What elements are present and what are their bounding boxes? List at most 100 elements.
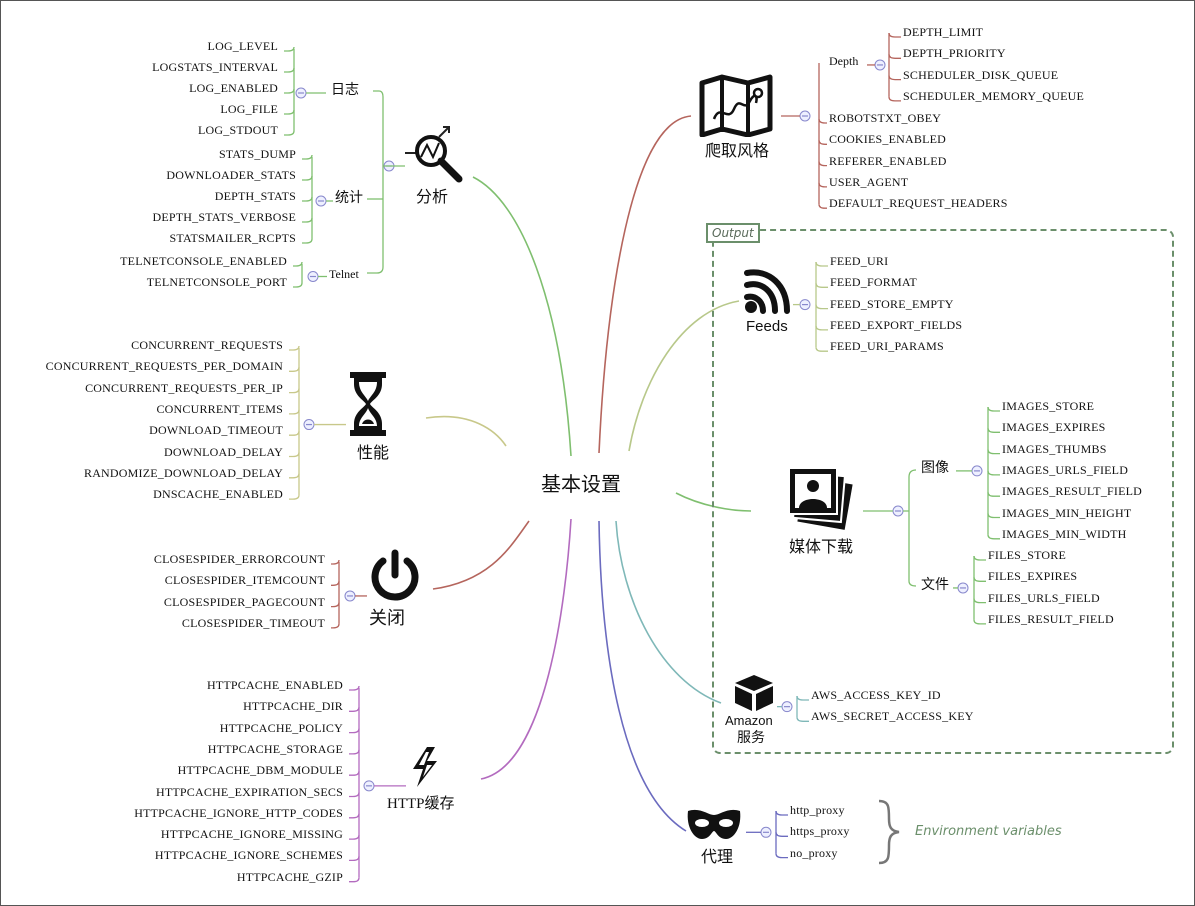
log-leaf-connector	[284, 109, 295, 115]
rss-icon	[741, 267, 791, 322]
stats-leaf-connector	[302, 175, 313, 181]
crawl-leaf-connector	[818, 118, 827, 124]
files-group-label: 文件	[921, 578, 949, 593]
curly-brace-icon	[873, 799, 903, 870]
media-title: 媒体下载	[789, 539, 854, 556]
httpcache-leaf-item: HTTPCACHE_GZIP	[236, 869, 343, 884]
depth-leaf-connector	[888, 75, 901, 81]
stats-leaf-item: DOWNLOADER_STATS	[166, 168, 296, 182]
crawl-branch	[598, 115, 692, 454]
performance-leaf-item: DOWNLOAD_DELAY	[163, 444, 283, 459]
log-leaf-item: LOG_LEVEL	[207, 39, 278, 53]
depth-leaf-connector	[888, 54, 901, 59]
telnet-group-label: Telnet	[329, 267, 359, 281]
proxy-collapse-toggle[interactable]	[760, 826, 772, 838]
proxy-leaf-connector	[775, 810, 788, 816]
performance-leaf-connector	[289, 345, 300, 351]
images-leaf-item: IMAGES_MIN_WIDTH	[1002, 526, 1127, 541]
crawl-leaf-connector	[818, 182, 827, 188]
performance-leaf-item: CONCURRENT_REQUESTS_PER_DOMAIN	[45, 359, 283, 374]
crawl-leaf-item: USER_AGENT	[829, 174, 909, 189]
httpcache-leaf-item: HTTPCACHE_EXPIRATION_SECS	[155, 784, 343, 799]
performance-leaf-connector	[289, 473, 300, 479]
depth-leaf-item: SCHEDULER_MEMORY_QUEUE	[903, 88, 1085, 103]
stats-group-label: 统计	[335, 191, 363, 206]
telnet-collapse-toggle[interactable]	[307, 271, 319, 282]
files-leaf-item: FILES_STORE	[988, 548, 1066, 562]
files-leaf-item: FILES_EXPIRES	[988, 569, 1078, 584]
httpcache-leaf-item: HTTPCACHE_DIR	[243, 699, 343, 714]
close-title: 关闭	[369, 608, 405, 628]
images-leaf-item: IMAGES_RESULT_FIELD	[1002, 484, 1143, 499]
lightning-icon	[411, 747, 441, 792]
close-collapse-toggle[interactable]	[344, 590, 356, 602]
depth-collapse-toggle[interactable]	[874, 59, 886, 71]
analysis-title: 分析	[416, 189, 449, 206]
log-leaf-connector	[284, 130, 295, 136]
performance-leaf-connector	[289, 367, 300, 372]
images-leaf-item: IMAGES_THUMBS	[1002, 441, 1107, 456]
log-leaf-connector	[284, 88, 295, 94]
close-leaf-item: CLOSESPIDER_TIMEOUT	[181, 615, 325, 630]
analysis-brace	[367, 90, 384, 274]
proxy-leaf-item: http_proxy	[790, 803, 845, 817]
aws-title-line1: Amazon	[725, 713, 773, 728]
performance-leaf-connector	[289, 409, 300, 415]
feeds-branch	[628, 300, 740, 452]
stats-leaf-item: STATS_DUMP	[218, 147, 296, 161]
feeds-leaf-item: FEED_URI	[830, 254, 889, 268]
httpcache-branch	[480, 518, 572, 780]
httpcache-title: HTTP缓存	[387, 796, 455, 812]
log-leaf-item: LOG_ENABLED	[189, 81, 278, 95]
map-icon	[698, 73, 774, 142]
aws-collapse-toggle[interactable]	[781, 701, 793, 713]
depth-leaf-item: SCHEDULER_DISK_QUEUE	[903, 67, 1059, 82]
log-leaf-connector	[284, 46, 295, 52]
httpcache-leaf-item: HTTPCACHE_IGNORE_HTTP_CODES	[134, 805, 343, 820]
depth-leaf-item: DEPTH_LIMIT	[903, 25, 984, 39]
feeds-leaf-item: FEED_FORMAT	[830, 275, 917, 290]
files-collapse-toggle[interactable]	[957, 582, 969, 594]
httpcache-leaf-connector	[349, 792, 360, 798]
depth-leaf-item: DEPTH_PRIORITY	[903, 46, 1006, 61]
httpcache-leaf-item: HTTPCACHE_POLICY	[219, 720, 343, 735]
httpcache-leaf-connector	[349, 728, 360, 734]
images-leaf-connector	[987, 534, 1000, 540]
aws-branch	[615, 520, 722, 704]
proxy-title: 代理	[701, 849, 734, 866]
files-leaf-connector	[973, 619, 986, 625]
performance-leaf-item: RANDOMIZE_DOWNLOAD_DELAY	[83, 465, 283, 480]
performance-leaf-connector	[289, 452, 300, 458]
feeds-leaf-item: FEED_EXPORT_FIELDS	[830, 317, 963, 332]
crawl-leaf-item: REFERER_ENABLED	[829, 153, 947, 168]
files-leaf-item: FILES_RESULT_FIELD	[988, 611, 1114, 626]
performance-title: 性能	[357, 445, 390, 462]
center-topic: 基本设置	[541, 474, 621, 496]
crawl-leaf-connector	[818, 140, 827, 145]
stats-leaf-connector	[302, 217, 313, 223]
images-leaf-item: IMAGES_STORE	[1002, 399, 1095, 413]
stats-collapse-toggle[interactable]	[315, 195, 327, 207]
feeds-leaf-item: FEED_URI_PARAMS	[830, 339, 944, 354]
performance-collapse-toggle[interactable]	[303, 419, 315, 431]
log-collapse-toggle[interactable]	[295, 87, 307, 99]
log-leaf-connector	[284, 67, 295, 73]
media-branch	[675, 492, 752, 512]
performance-leaf-connector	[289, 495, 300, 500]
crawl-leaf-item: COOKIES_ENABLED	[829, 132, 946, 147]
crawl-leaf-connector	[818, 161, 827, 167]
mask-icon	[686, 805, 742, 850]
httpcache-collapse-toggle[interactable]	[363, 780, 375, 792]
output-label: Output	[706, 223, 760, 243]
depth-leaf-connector	[888, 96, 901, 102]
httpcache-leaf-item: HTTPCACHE_ENABLED	[206, 678, 343, 692]
aws-leaf-item: AWS_ACCESS_KEY_ID	[811, 688, 941, 702]
log-leaf-item: LOG_FILE	[220, 102, 278, 116]
log-leaf-item: LOGSTATS_INTERVAL	[152, 60, 278, 74]
crawl-collapse-toggle[interactable]	[799, 110, 811, 122]
log-leaf-item: LOG_STDOUT	[198, 123, 278, 137]
files-leaf-item: FILES_URLS_FIELD	[988, 590, 1100, 605]
performance-leaf-item: CONCURRENT_ITEMS	[156, 401, 283, 416]
httpcache-leaf-connector	[349, 707, 360, 712]
close-leaf-connector	[331, 623, 340, 629]
